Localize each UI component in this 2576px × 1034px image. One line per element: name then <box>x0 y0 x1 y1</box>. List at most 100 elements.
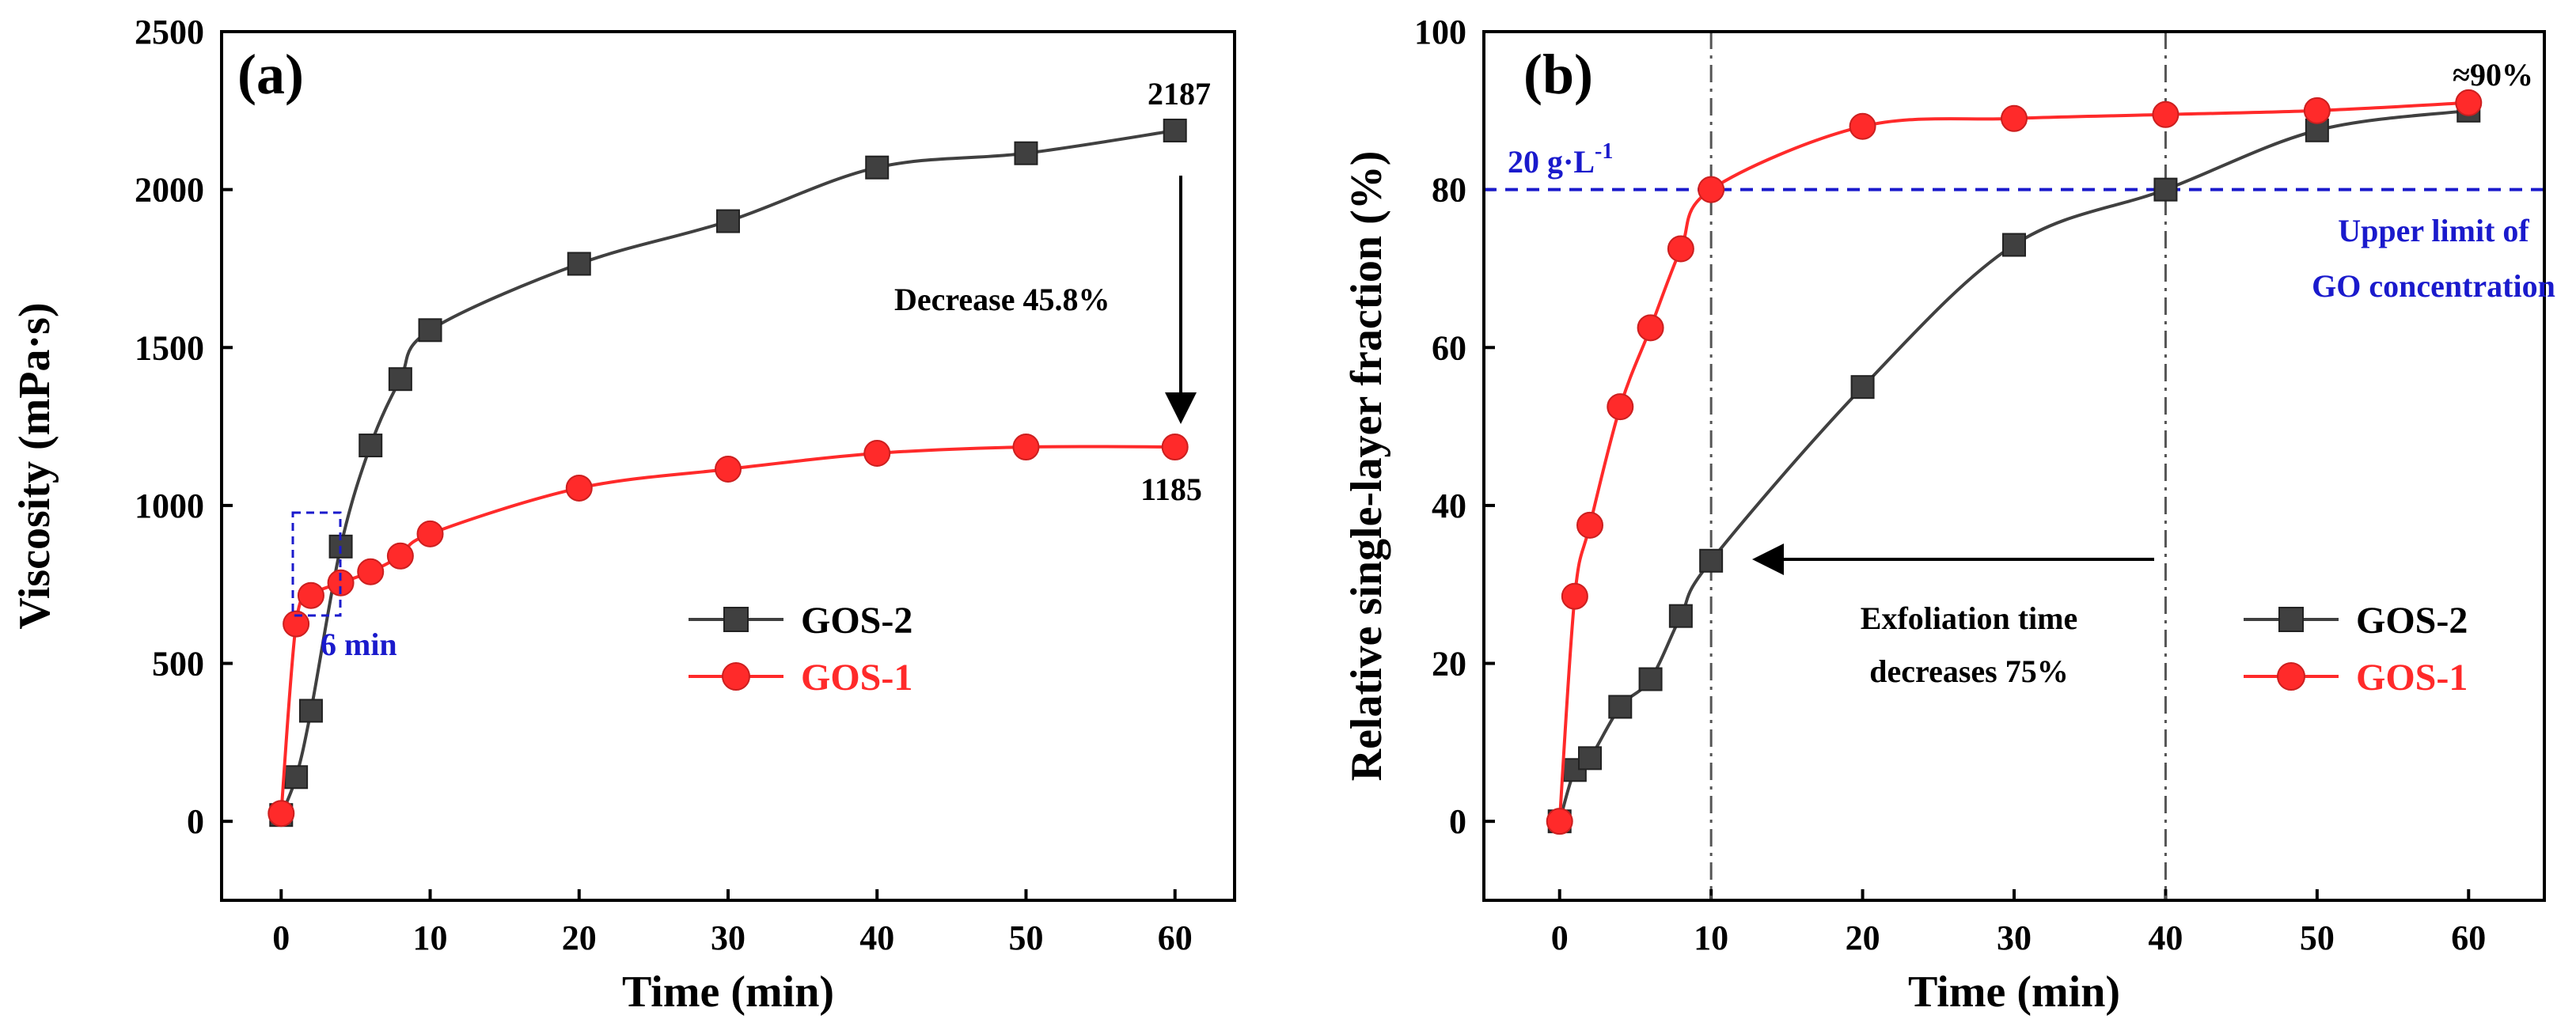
legend-b-gos2-label: GOS-2 <box>2356 600 2468 642</box>
chart-a-gos2-point <box>284 765 309 790</box>
chart-a-gos1-point <box>327 569 355 597</box>
chart-b-gos1-point <box>1576 511 1603 539</box>
chart-b-gos1-point <box>1698 176 1725 203</box>
chart-b-x-tick-label: 50 <box>2300 918 2335 957</box>
chart-b-gos1-point <box>2455 89 2483 116</box>
chart-a-y-tick-label: 1000 <box>135 487 204 525</box>
chart-b-gos2-point <box>1668 604 1693 628</box>
chart-b-y-tick-label: 20 <box>1432 645 1466 684</box>
chart-b-gos2-point <box>1578 746 1602 771</box>
chart-a-y-tick-label: 0 <box>187 802 204 841</box>
chart-a-gos2-point <box>567 252 591 276</box>
chart-b-gos1-line <box>1557 100 2469 822</box>
chart-a-x-tick-label: 30 <box>711 918 745 957</box>
six-min-highlight-box <box>291 511 342 617</box>
chart-b-gos1-point <box>1667 235 1694 263</box>
chart-a-x-tick-label: 20 <box>562 918 597 957</box>
chart-b-x-tick-label: 30 <box>1997 918 2032 957</box>
chart-a-x-tick-label: 60 <box>1158 918 1193 957</box>
annotation-1185: 1185 <box>1140 472 1202 507</box>
chart-b-y-axis-label: Relative single-layer fraction (%) <box>1342 151 1391 782</box>
chart-a-gos2-line <box>279 129 1176 816</box>
chart-a-gos1-point <box>715 455 742 483</box>
chart-b-gos2-point <box>2002 233 2026 257</box>
chart-b-y-tick-label: 60 <box>1432 328 1466 367</box>
chart-a-gos1-point <box>357 558 385 585</box>
chart-a-y-tick-label: 2000 <box>135 171 204 210</box>
chart-a-gos2-point <box>359 434 383 458</box>
chart-a-gos2-point <box>1014 141 1038 165</box>
decrease-annotation: Decrease 45.8% <box>894 282 1110 317</box>
chart-a-ticks: 0 10 20 30 40 50 60 0 500 1000 1500 2000 2500 <box>135 13 1193 957</box>
chart-b-gos2-point <box>1850 375 1875 400</box>
chart-a-gos1-point <box>565 474 593 502</box>
chart-a-x-tick-label: 0 <box>272 918 290 957</box>
chart-a-gos1-point <box>386 542 414 570</box>
legend-b-gos1-label: GOS-1 <box>2356 657 2468 699</box>
chart-b-reference-lines <box>1484 32 2544 900</box>
chart-b-gos1-point <box>1607 393 1634 421</box>
chart-b-gos2-line <box>1557 108 2469 822</box>
chart-a-gos1-point <box>283 610 310 638</box>
chart-b-gos2-point <box>1699 548 1724 573</box>
chart-b-gos1-point <box>2152 100 2180 128</box>
chart-a-series <box>267 118 1189 828</box>
chart-a-gos2-point <box>298 699 323 723</box>
chart-b-gos1-point <box>1561 582 1588 610</box>
upper-limit-annotation-line2: GO concentration <box>2312 268 2555 304</box>
chart-a-gos1-point <box>267 800 295 828</box>
chart-b-gos1-point <box>1849 112 1876 140</box>
legend-gos1-label: GOS-1 <box>801 657 912 699</box>
chart-a-x-tick-label: 10 <box>413 918 448 957</box>
chart-a-frame <box>220 30 1236 902</box>
chart-a-gos2-point <box>418 318 442 343</box>
chart-a-gos2-point <box>388 367 412 392</box>
chart-a-gos1-point <box>416 520 444 547</box>
exfoliation-annotation-line1: Exfoliation time <box>1861 600 2077 636</box>
chart-b-x-tick-label: 0 <box>1551 918 1569 957</box>
chart-b-gos1-point <box>2303 97 2331 124</box>
chart-b-x-tick-label: 40 <box>2148 918 2183 957</box>
chart-a-gos2-point <box>1163 118 1187 142</box>
chart-b-frame <box>1482 30 2546 902</box>
legend-gos2-label: GOS-2 <box>801 600 912 642</box>
chart-b-y-tick-label: 100 <box>1414 13 1466 51</box>
chart-b-ticks: 0 10 20 30 40 50 60 0 20 40 60 80 100 <box>1414 13 2486 957</box>
chart-a-y-tick-label: 2500 <box>135 13 204 51</box>
chart-a-gos2-point <box>716 209 740 233</box>
chart-b-gos1-point <box>1546 808 1573 835</box>
chart-b-y-tick-label: 80 <box>1432 171 1466 210</box>
chart-a-gos2-point <box>865 155 890 180</box>
chart-a-y-tick-label: 1500 <box>135 328 204 367</box>
six-min-annotation: 6 min <box>321 627 397 662</box>
chart-a-x-axis-label: Time (min) <box>622 968 834 1017</box>
chart-a-x-tick-label: 50 <box>1008 918 1043 957</box>
chart-a-y-axis-label: Viscosity (mPa·s) <box>10 302 59 629</box>
chart-b-gos1-point <box>2001 104 2028 132</box>
chart-b-gos2-point <box>2153 177 2178 202</box>
chart-a-gos1-point <box>1012 434 1040 461</box>
exfoliation-annotation-line2: decreases 75% <box>1869 653 2068 689</box>
chart-b-x-axis-label: Time (min) <box>1908 968 2120 1017</box>
legend-b-gos1-marker <box>2277 662 2305 691</box>
upper-limit-annotation-line1: Upper limit of <box>2338 213 2529 248</box>
panel-a-label: (a) <box>237 43 304 106</box>
chart-b-legend: GOS-2 GOS-1 <box>2244 600 2468 699</box>
chart-a-gos1-point <box>863 440 891 468</box>
chart-b: 0 10 20 30 40 50 60 0 20 40 60 80 100 (b) Time (min)… <box>1342 13 2555 1017</box>
chart-a-gos1-point <box>1161 434 1189 461</box>
chart-b-x-tick-label: 20 <box>1846 918 1880 957</box>
chart-a-x-tick-label: 40 <box>859 918 894 957</box>
chart-b-x-tick-label: 60 <box>2451 918 2486 957</box>
chart-b-x-tick-label: 10 <box>1694 918 1728 957</box>
approx-90-annotation: ≈90% <box>2453 57 2533 93</box>
legend-b-gos2-marker <box>2278 607 2304 632</box>
chart-a-legend: GOS-2 GOS-1 <box>689 600 912 699</box>
legend-gos2-marker <box>723 607 749 632</box>
chart-b-y-tick-label: 0 <box>1449 802 1466 841</box>
chart-b-gos2-point <box>1608 695 1633 719</box>
chart-a-y-tick-label: 500 <box>152 645 204 684</box>
panel-b-label: (b) <box>1523 43 1593 106</box>
legend-gos1-marker <box>722 662 750 691</box>
